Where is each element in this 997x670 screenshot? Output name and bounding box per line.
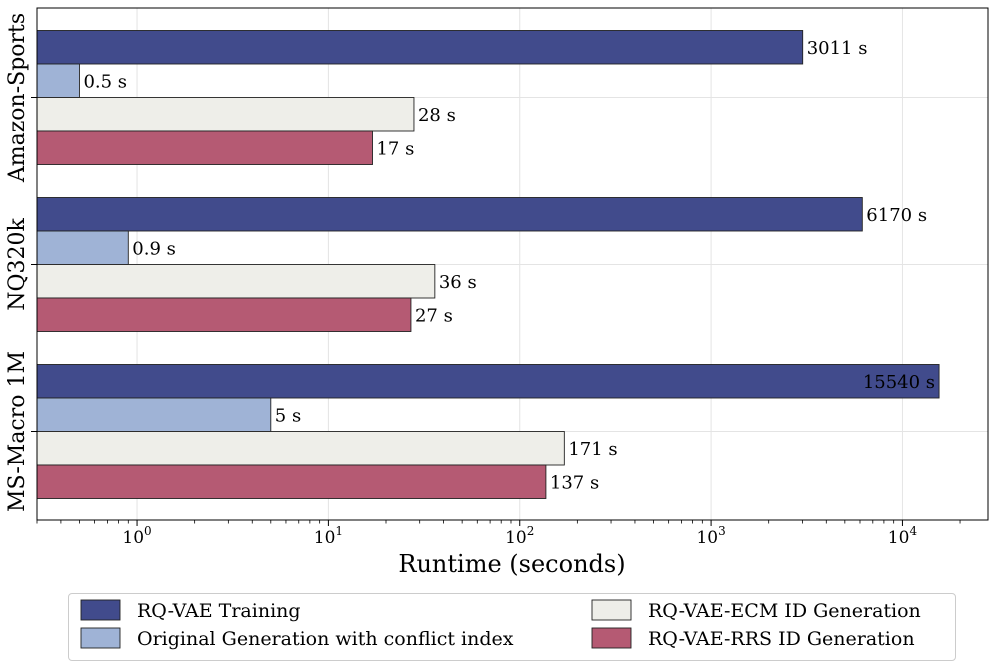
labels-layer: Amazon-Sports NQ320k MS-Macro 1M 3011 s 0.5 … — [5, 13, 935, 512]
bar — [36, 431, 565, 466]
bar — [36, 30, 804, 65]
x-axis-title: Runtime (seconds) — [398, 550, 625, 578]
bar — [36, 364, 940, 399]
legend-label: Original Generation with conflict index — [137, 628, 514, 650]
x-tick-label: 101 — [314, 524, 343, 548]
legend-layer: RQ-VAE Training Original Generation with … — [80, 599, 921, 650]
value-label: 27 s — [415, 305, 453, 326]
legend-swatch — [80, 599, 121, 621]
category-label: NQ320k — [5, 218, 30, 311]
bar — [36, 264, 436, 299]
legend-label: RQ-VAE-RRS ID Generation — [648, 628, 915, 650]
value-label: 137 s — [550, 472, 599, 493]
x-tick-label: 100 — [122, 524, 151, 548]
value-label: 0.9 s — [132, 238, 176, 259]
value-label: 3011 s — [807, 38, 868, 59]
x-tick-label: 102 — [505, 524, 534, 548]
value-label: 5 s — [275, 405, 301, 426]
bar — [36, 130, 373, 165]
legend-swatch — [591, 627, 632, 649]
bar — [36, 230, 129, 265]
bar — [36, 197, 863, 232]
value-label: 171 s — [568, 439, 617, 460]
x-tick-label: 103 — [696, 524, 725, 548]
value-label: 15540 s — [863, 372, 935, 393]
bars-layer — [36, 30, 940, 499]
ticks-layer: 100 101 102 103 104 — [31, 97, 961, 548]
value-label: 17 s — [376, 138, 414, 159]
legend-label: RQ-VAE Training — [137, 600, 301, 622]
bar — [36, 97, 415, 132]
value-label: 0.5 s — [83, 71, 127, 92]
x-tick-label: 104 — [888, 524, 918, 548]
value-label: 28 s — [418, 105, 456, 126]
category-label: Amazon-Sports — [5, 13, 30, 183]
value-label: 36 s — [439, 272, 477, 293]
legend — [68, 593, 956, 661]
legend-swatch — [80, 627, 121, 649]
bar — [36, 63, 80, 98]
legend-swatch — [591, 599, 632, 621]
value-label: 6170 s — [866, 205, 927, 226]
bar — [36, 297, 412, 332]
bar — [36, 397, 272, 432]
category-label: MS-Macro 1M — [5, 351, 30, 512]
legend-label: RQ-VAE-ECM ID Generation — [648, 600, 921, 622]
bar — [36, 464, 547, 499]
